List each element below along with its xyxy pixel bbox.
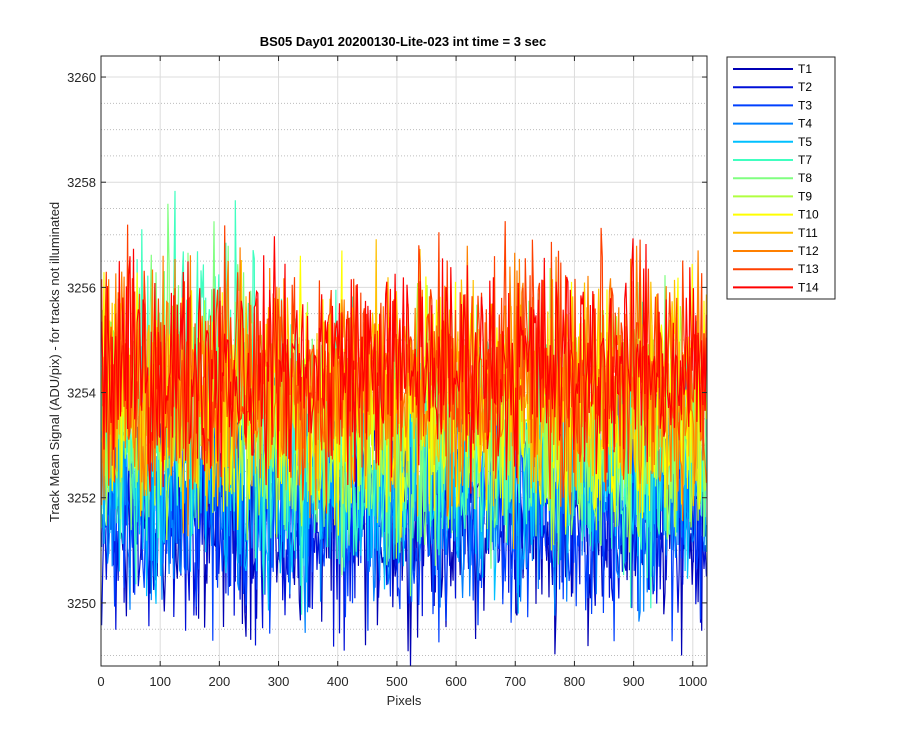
legend-label-t7: T7 (798, 153, 812, 167)
series-line-t14 (101, 236, 707, 494)
x-tick-label: 1000 (678, 674, 707, 689)
legend-label-t5: T5 (798, 135, 812, 149)
legend: T1 T2 T3 T4 T5 T7 T8 T9 T10 T11 T12 T13 T14 (726, 56, 836, 300)
x-tick-label: 300 (268, 674, 290, 689)
legend-label-t4: T4 (798, 117, 812, 131)
x-tick-label: 800 (564, 674, 586, 689)
legend-label-t2: T2 (798, 80, 812, 94)
y-tick-label: 3260 (67, 70, 96, 85)
legend-label-t1: T1 (798, 62, 812, 76)
x-tick-label: 900 (623, 674, 645, 689)
y-tick-label: 3254 (67, 386, 96, 401)
legend-label-t10: T10 (798, 208, 819, 222)
x-tick-label: 200 (209, 674, 231, 689)
x-tick-label: 100 (149, 674, 171, 689)
legend-label-t12: T12 (798, 244, 819, 258)
legend-label-t8: T8 (798, 171, 812, 185)
y-tick-label: 3252 (67, 491, 96, 506)
y-axis-label: Track Mean Signal (ADU/pix) - for tracks… (47, 202, 62, 522)
x-axis-label: Pixels (387, 693, 422, 708)
x-tick-label: 500 (386, 674, 408, 689)
legend-label-t14: T14 (798, 280, 819, 294)
plot-lines (101, 190, 707, 667)
x-tick-label: 700 (504, 674, 526, 689)
y-tick-label: 3250 (67, 596, 96, 611)
chart-title: BS05 Day01 20200130-Lite-023 int time = … (260, 34, 547, 49)
y-tick-label: 3258 (67, 175, 96, 190)
legend-label-t13: T13 (798, 262, 819, 276)
axes-box (100, 55, 708, 667)
x-tick-label: 400 (327, 674, 349, 689)
x-tick-label: 600 (445, 674, 467, 689)
legend-label-t11: T11 (798, 226, 818, 240)
x-tick-label: 0 (97, 674, 104, 689)
axis-ticks: 0 100 200 300 400 500 600 700 800 900 1000 3250 3252… (67, 56, 707, 689)
legend-label-t3: T3 (798, 98, 812, 112)
legend-label-t9: T9 (798, 189, 812, 203)
y-tick-label: 3256 (67, 280, 96, 295)
